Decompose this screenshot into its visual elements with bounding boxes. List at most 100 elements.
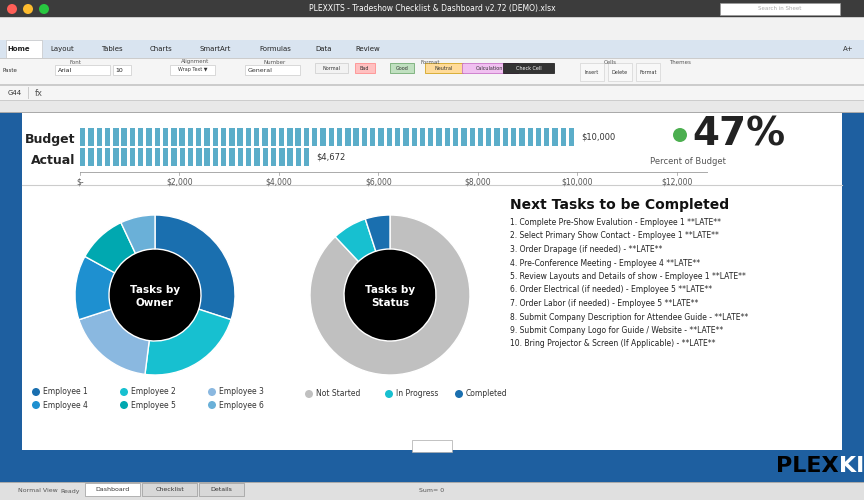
Text: Format: Format [420, 60, 440, 64]
Text: KITS: KITS [839, 456, 864, 476]
FancyBboxPatch shape [390, 63, 414, 73]
FancyBboxPatch shape [362, 128, 367, 146]
FancyBboxPatch shape [395, 128, 400, 146]
FancyBboxPatch shape [462, 63, 518, 73]
Text: SmartArt: SmartArt [200, 46, 231, 52]
Text: 3. Order Drapage (if needed) - **LATE**: 3. Order Drapage (if needed) - **LATE** [510, 245, 663, 254]
Text: Checklist: Checklist [156, 487, 184, 492]
FancyBboxPatch shape [503, 63, 554, 73]
Circle shape [305, 390, 313, 398]
FancyBboxPatch shape [80, 128, 86, 146]
Wedge shape [85, 222, 136, 273]
Circle shape [455, 390, 463, 398]
FancyBboxPatch shape [254, 148, 259, 166]
FancyBboxPatch shape [321, 128, 326, 146]
FancyBboxPatch shape [170, 65, 215, 75]
FancyBboxPatch shape [453, 128, 458, 146]
Text: 5. Review Layouts and Details of show - Employee 1 **LATE**: 5. Review Layouts and Details of show - … [510, 272, 746, 281]
Circle shape [208, 401, 216, 409]
FancyBboxPatch shape [254, 128, 259, 146]
Text: Wrap Text ▼: Wrap Text ▼ [178, 68, 207, 72]
Text: Check Cell: Check Cell [516, 66, 542, 70]
FancyBboxPatch shape [561, 128, 566, 146]
FancyBboxPatch shape [6, 40, 42, 58]
FancyBboxPatch shape [494, 128, 499, 146]
FancyBboxPatch shape [122, 148, 127, 166]
FancyBboxPatch shape [105, 148, 111, 166]
FancyBboxPatch shape [328, 128, 334, 146]
FancyBboxPatch shape [142, 483, 197, 496]
FancyBboxPatch shape [519, 128, 524, 146]
FancyBboxPatch shape [55, 65, 110, 75]
FancyBboxPatch shape [425, 63, 462, 73]
Text: Formulas: Formulas [259, 46, 291, 52]
FancyBboxPatch shape [279, 148, 284, 166]
FancyBboxPatch shape [0, 113, 864, 450]
Text: $4,000: $4,000 [265, 177, 292, 186]
FancyBboxPatch shape [0, 100, 864, 101]
FancyBboxPatch shape [238, 128, 243, 146]
Text: Themes: Themes [669, 60, 691, 64]
Text: Employee 3: Employee 3 [219, 388, 264, 396]
FancyBboxPatch shape [511, 128, 517, 146]
Text: Charts: Charts [149, 46, 172, 52]
FancyBboxPatch shape [528, 128, 533, 146]
FancyBboxPatch shape [0, 58, 864, 59]
FancyBboxPatch shape [146, 148, 152, 166]
FancyBboxPatch shape [245, 128, 251, 146]
FancyBboxPatch shape [353, 128, 359, 146]
FancyBboxPatch shape [544, 128, 550, 146]
FancyBboxPatch shape [88, 148, 93, 166]
Text: In Progress: In Progress [396, 390, 438, 398]
FancyBboxPatch shape [221, 148, 226, 166]
FancyBboxPatch shape [229, 148, 235, 166]
Text: $2,000: $2,000 [166, 177, 193, 186]
Text: 4. Pre-Conference Meeting - Employee 4 **LATE**: 4. Pre-Conference Meeting - Employee 4 *… [510, 258, 700, 268]
FancyBboxPatch shape [295, 128, 301, 146]
FancyBboxPatch shape [337, 128, 342, 146]
Text: PLEX: PLEX [777, 456, 839, 476]
Text: Sum= 0: Sum= 0 [419, 488, 445, 494]
FancyBboxPatch shape [486, 128, 492, 146]
FancyBboxPatch shape [445, 128, 450, 146]
Text: $-: $- [76, 177, 84, 186]
FancyBboxPatch shape [403, 128, 409, 146]
FancyBboxPatch shape [213, 128, 218, 146]
Text: Data: Data [315, 46, 333, 52]
Text: A+: A+ [843, 46, 854, 52]
FancyBboxPatch shape [97, 148, 102, 166]
Text: G44: G44 [8, 90, 22, 96]
Text: Calculation: Calculation [476, 66, 504, 70]
Text: $6,000: $6,000 [365, 177, 391, 186]
FancyBboxPatch shape [205, 148, 210, 166]
Text: Alignment: Alignment [181, 60, 209, 64]
FancyBboxPatch shape [608, 63, 632, 81]
Text: Normal: Normal [322, 66, 340, 70]
FancyBboxPatch shape [720, 3, 840, 15]
FancyBboxPatch shape [221, 128, 226, 146]
Text: Bad: Bad [360, 66, 370, 70]
FancyBboxPatch shape [411, 128, 417, 146]
Text: 47%: 47% [692, 116, 785, 154]
Text: Arial: Arial [58, 68, 73, 72]
Wedge shape [75, 256, 115, 320]
Wedge shape [121, 215, 155, 254]
FancyBboxPatch shape [246, 148, 251, 166]
FancyBboxPatch shape [138, 148, 143, 166]
Wedge shape [365, 215, 390, 252]
FancyBboxPatch shape [270, 148, 276, 166]
FancyBboxPatch shape [213, 148, 218, 166]
Text: Cells: Cells [603, 60, 617, 64]
Text: Search in Sheet: Search in Sheet [759, 6, 802, 12]
FancyBboxPatch shape [580, 63, 604, 81]
FancyBboxPatch shape [469, 128, 475, 146]
Wedge shape [155, 215, 235, 320]
FancyBboxPatch shape [0, 85, 864, 86]
FancyBboxPatch shape [155, 128, 160, 146]
Text: Tables: Tables [101, 46, 123, 52]
FancyBboxPatch shape [138, 128, 143, 146]
FancyBboxPatch shape [113, 65, 131, 75]
Text: 9. Submit Company Logo for Guide / Website - **LATE**: 9. Submit Company Logo for Guide / Websi… [510, 326, 723, 335]
FancyBboxPatch shape [412, 440, 452, 452]
FancyBboxPatch shape [187, 148, 194, 166]
